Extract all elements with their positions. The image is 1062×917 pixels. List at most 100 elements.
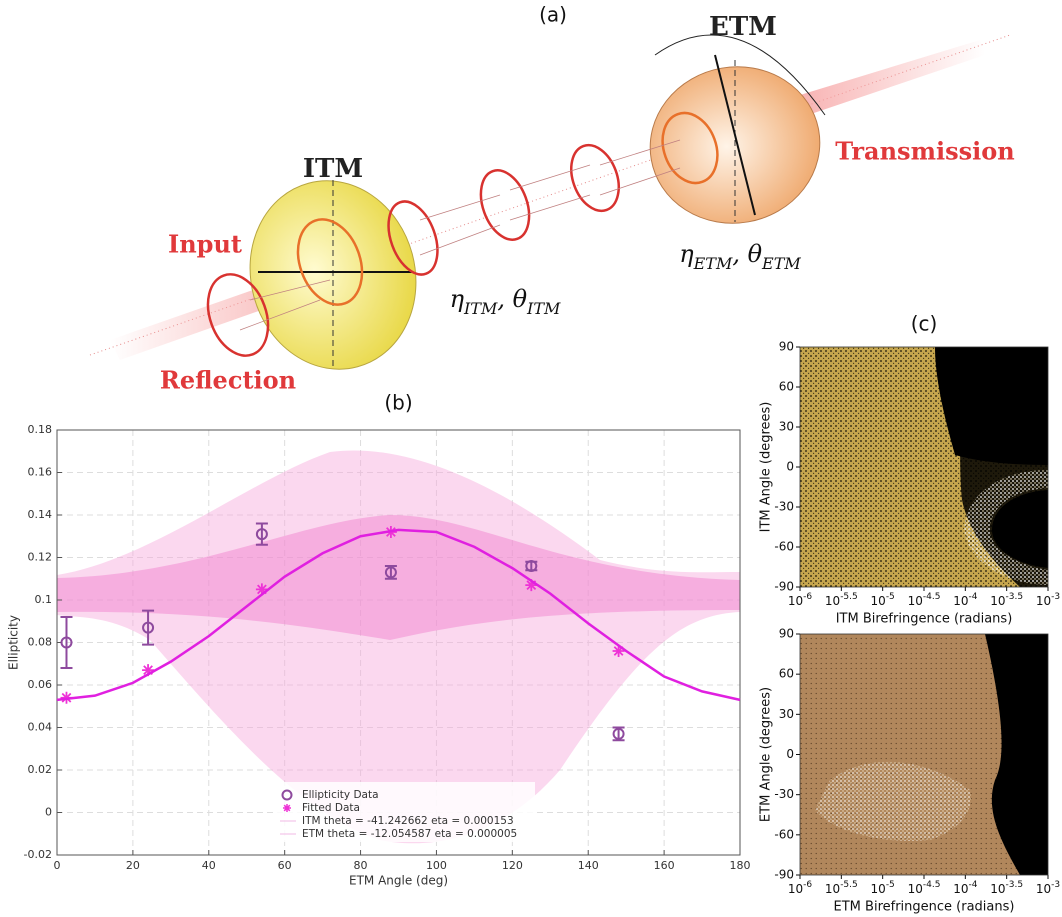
transmission-label: Transmission [835, 137, 1014, 166]
tick-base: 10 [788, 882, 803, 896]
y-tick-label: -30 [774, 787, 794, 801]
tick-base: 10 [1036, 882, 1051, 896]
tick-exponent: -5.5 [840, 592, 858, 602]
subscript: ITM [463, 299, 498, 318]
itm-label: ITM [303, 154, 363, 184]
x-tick-label: 10-3 [1036, 592, 1060, 608]
transmission-arrow [800, 40, 985, 115]
x-tick-label: 160 [654, 859, 675, 872]
tick-exponent: -3 [1051, 880, 1060, 890]
symbol: , θ [497, 285, 527, 313]
tick-exponent: -5 [886, 880, 895, 890]
x-tick-label: 120 [502, 859, 523, 872]
symbol: η [679, 240, 694, 268]
panel-label: (c) [911, 312, 938, 336]
tick-exponent: -3.5 [1006, 880, 1024, 890]
tick-exponent: -3.5 [1006, 592, 1024, 602]
x-tick-label: 180 [730, 859, 751, 872]
tick-base: 10 [908, 882, 923, 896]
tick-base: 10 [825, 882, 840, 896]
x-axis-label: ETM Angle (deg) [349, 874, 448, 888]
y-tick-label: 0.18 [28, 423, 53, 436]
x-tick-label: 10-5 [871, 592, 895, 608]
tick-exponent: -3 [1051, 592, 1060, 602]
y-axis-label: Ellipticity [7, 615, 21, 670]
tick-exponent: -6 [803, 592, 812, 602]
tick-exponent: -5 [886, 592, 895, 602]
input-label: Input [168, 230, 242, 259]
y-tick-label: 30 [779, 420, 794, 434]
panel-label: (a) [539, 3, 567, 27]
y-tick-label: 0.08 [28, 636, 53, 649]
etm-parameters: ηETM, θETM [679, 240, 801, 274]
itm-parameters: ηITM, θITM [450, 285, 561, 319]
panel-label: (b) [384, 391, 412, 415]
tick-exponent: -4.5 [923, 592, 941, 602]
y-tick-label: 0.02 [28, 763, 53, 776]
tick-exponent: -4 [968, 880, 977, 890]
y-tick-label: 0.1 [35, 593, 53, 606]
y-tick-label: 30 [779, 707, 794, 721]
tick-base: 10 [908, 594, 923, 608]
x-tick-label: 10-6 [788, 880, 813, 896]
x-tick-label: 10-3.5 [990, 592, 1023, 608]
y-tick-label: 0 [786, 747, 794, 761]
y-tick-label: -30 [774, 500, 794, 514]
x-tick-label: 10-4.5 [908, 592, 941, 608]
x-axis-label: ETM Birefringence (radians) [834, 900, 1015, 915]
x-tick-label: 10-5.5 [825, 592, 858, 608]
x-tick-label: 60 [278, 859, 292, 872]
x-tick-label: 10-4 [953, 592, 978, 608]
y-tick-label: 90 [779, 340, 794, 354]
tick-base: 10 [953, 882, 968, 896]
y-tick-label: -90 [774, 868, 794, 882]
subscript: ITM [526, 299, 561, 318]
x-tick-label: 10-4 [953, 880, 978, 896]
etm-density-image [800, 634, 1048, 875]
etm-label: ETM [709, 12, 777, 42]
y-tick-label: 0.12 [28, 551, 53, 564]
y-tick-label: -60 [774, 540, 794, 554]
tick-base: 10 [990, 594, 1005, 608]
annotation: ETM theta = -12.054587 eta = 0.000005 [302, 828, 517, 840]
cavity-diagram: (a) ETM ITM Input Reflection Transmissio… [90, 3, 1015, 395]
y-tick-label: 0 [786, 460, 794, 474]
symbol: , θ [732, 240, 762, 268]
tick-exponent: -6 [803, 880, 812, 890]
legend-label: Ellipticity Data [302, 789, 379, 801]
tick-base: 10 [953, 594, 968, 608]
tick-base: 10 [871, 882, 886, 896]
y-axis-label: ITM Angle (degrees) [759, 402, 774, 533]
y-tick-label: 0 [45, 806, 52, 819]
x-tick-label: 140 [578, 859, 599, 872]
y-tick-label: 60 [779, 380, 794, 394]
x-tick-label: 0 [54, 859, 61, 872]
y-tick-label: 0.06 [28, 678, 53, 691]
tick-exponent: -5.5 [840, 880, 858, 890]
tick-exponent: -4.5 [923, 880, 941, 890]
itm-density-image [800, 347, 1048, 587]
subscript: ETM [693, 254, 733, 273]
y-tick-label: -90 [774, 580, 794, 594]
x-tick-label: 10-6 [788, 592, 813, 608]
x-tick-label: 10-5 [871, 880, 895, 896]
y-tick-label: 60 [779, 667, 794, 681]
legend-marker [283, 804, 291, 812]
y-tick-label: 0.14 [28, 508, 53, 521]
tick-base: 10 [871, 594, 886, 608]
x-tick-label: 20 [126, 859, 140, 872]
tick-base: 10 [1036, 594, 1051, 608]
subscript: ETM [761, 254, 801, 273]
y-tick-label: -60 [774, 827, 794, 841]
tick-base: 10 [788, 594, 803, 608]
x-tick-label: 10-3 [1036, 880, 1060, 896]
x-axis-label: ITM Birefringence (radians) [836, 612, 1013, 627]
x-tick-label: 10-3.5 [990, 880, 1023, 896]
y-tick-label: 90 [779, 627, 794, 641]
tick-base: 10 [825, 594, 840, 608]
y-tick-label: 0.04 [28, 721, 53, 734]
y-tick-label: -0.02 [24, 848, 52, 861]
y-axis-label: ETM Angle (degrees) [759, 687, 774, 822]
tick-base: 10 [990, 882, 1005, 896]
